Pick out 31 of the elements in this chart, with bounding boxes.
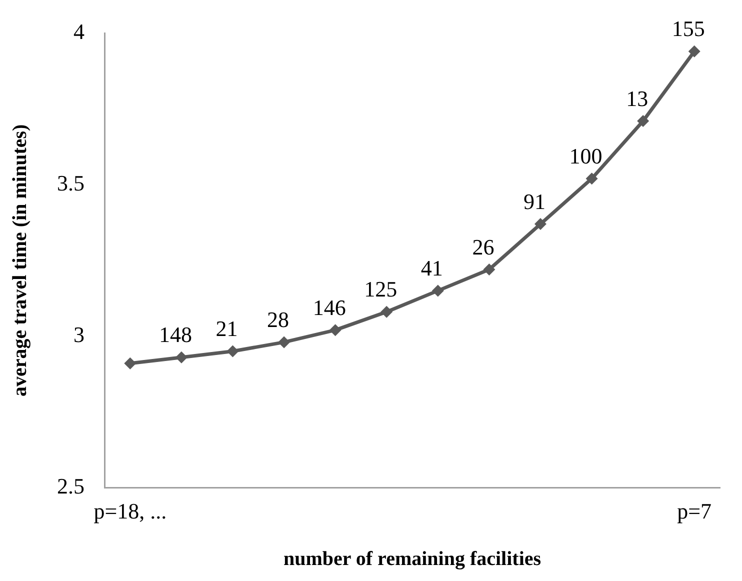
point [175,351,188,364]
point [688,45,700,58]
point [586,172,598,185]
y-axis-title: average travel time (in minutes) [9,124,32,396]
y-tick-label: 4 [74,18,84,44]
point [637,115,650,128]
y-tick-label: 3.5 [57,170,84,196]
annotation: 13 [626,86,648,111]
annotation: 28 [267,306,290,332]
annotation: 148 [158,322,192,348]
annotation: 91 [523,188,546,214]
annotation: 26 [472,234,494,260]
y-tick-label: 2.5 [57,473,84,498]
point [534,218,546,230]
y-tick-label: 3 [74,322,84,347]
x-tick-label: p=18, ... [94,498,167,524]
x-tick-label: p=7 [677,498,712,524]
point [483,263,496,276]
point [278,336,290,348]
annotation: 100 [569,143,602,168]
annotation: 21 [216,316,238,342]
annotation: 41 [420,255,443,280]
annotation: 155 [672,16,705,42]
x-axis-title: number of remaining facilities [283,548,542,570]
annotation: 125 [364,276,398,302]
point [124,357,136,370]
point [380,306,393,318]
annotation: 146 [312,294,346,320]
point [226,345,239,358]
point [432,284,444,297]
point [329,324,342,336]
